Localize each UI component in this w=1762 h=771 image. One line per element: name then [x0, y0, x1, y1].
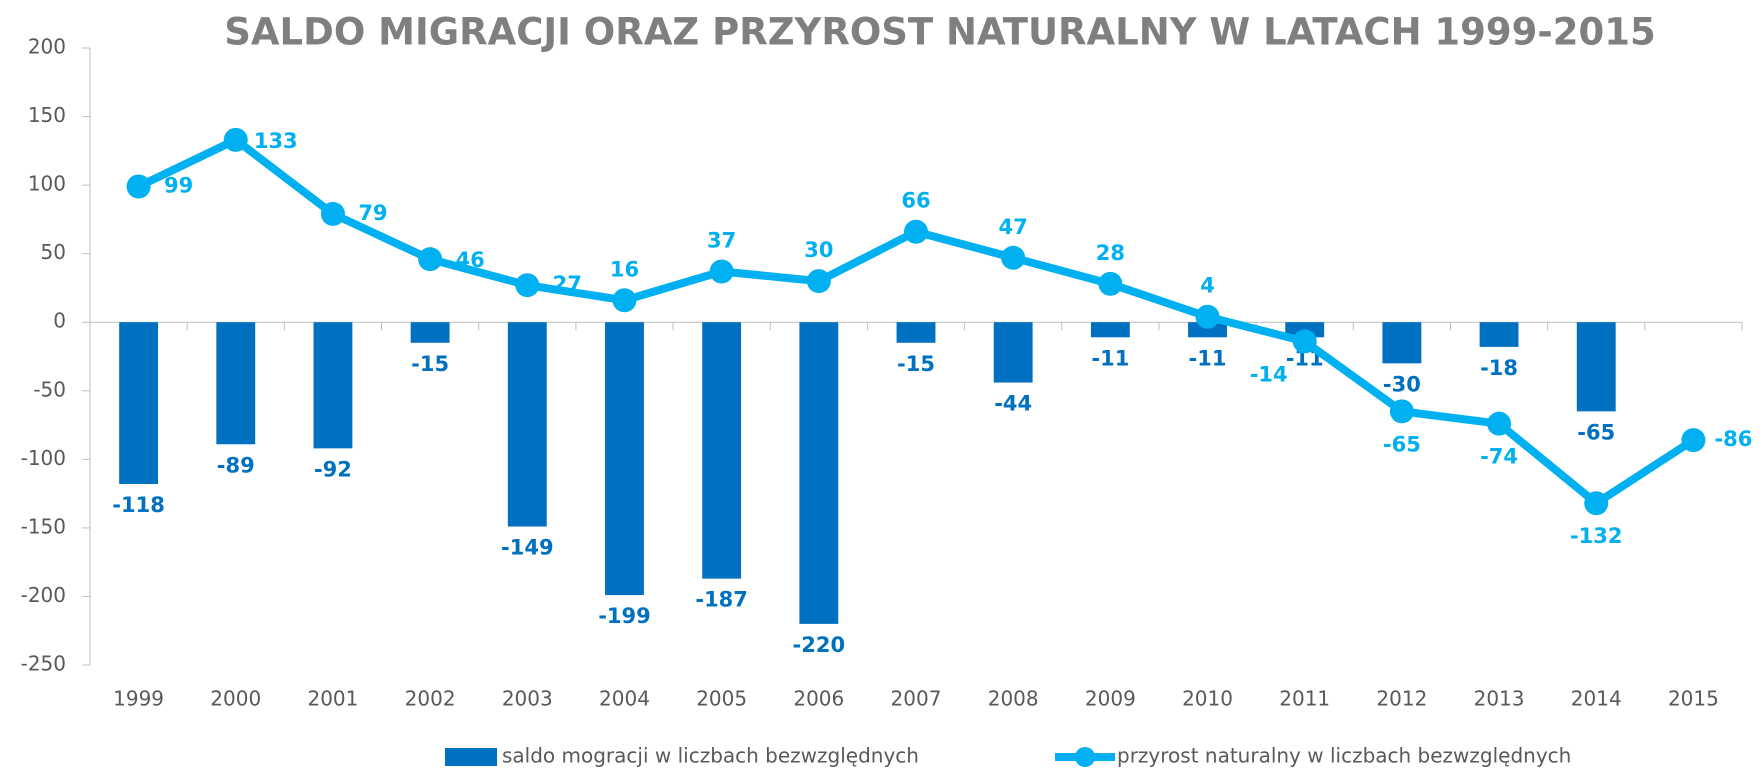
line-point: [904, 219, 928, 244]
bar-label: -92: [314, 457, 352, 481]
line-label: 37: [707, 228, 736, 252]
bar: [1090, 322, 1130, 338]
line-label: -132: [1570, 524, 1623, 548]
line-label: 79: [358, 201, 387, 225]
y-tick-label: 150: [28, 103, 66, 127]
bar-label: -65: [1577, 420, 1615, 444]
bar: [799, 322, 839, 624]
bar-label: -44: [994, 392, 1032, 416]
line-label: 27: [553, 272, 582, 296]
x-tick-label: 2000: [210, 687, 261, 711]
x-tick-label: 2004: [599, 687, 650, 711]
line-label: -86: [1714, 427, 1752, 451]
line-point: [1195, 304, 1220, 329]
bar-label: -89: [217, 453, 255, 477]
line-label: 47: [999, 215, 1028, 239]
line-label: 30: [804, 238, 833, 262]
line-point: [1292, 329, 1317, 354]
bar-label: -118: [112, 493, 165, 517]
bar: [702, 322, 742, 579]
y-tick-label: -150: [21, 514, 66, 538]
line-point: [223, 127, 248, 152]
line-point: [1487, 411, 1512, 436]
x-tick-label: 2015: [1668, 687, 1719, 711]
x-tick-label: 1999: [113, 687, 164, 711]
bar-label: -15: [897, 352, 935, 376]
bar-label: -30: [1383, 372, 1421, 396]
bar-label: -220: [793, 633, 846, 657]
line-point: [1584, 491, 1609, 516]
y-tick-label: 50: [41, 240, 66, 264]
bar: [605, 322, 644, 596]
x-tick-label: 2013: [1474, 687, 1525, 711]
bar: [896, 322, 936, 343]
y-tick-label: 0: [53, 309, 66, 333]
line-label: 16: [610, 257, 639, 281]
bar: [1576, 322, 1616, 412]
y-tick-label: -250: [21, 652, 66, 676]
line-label: 133: [254, 129, 298, 153]
x-tick-label: 2011: [1279, 687, 1330, 711]
line-point: [320, 201, 345, 226]
bar: [993, 322, 1033, 383]
bar-label: -11: [1189, 346, 1227, 370]
line-label: -14: [1250, 362, 1288, 386]
x-tick-label: 2001: [307, 687, 358, 711]
bar-label: -18: [1480, 356, 1518, 380]
line-point: [1389, 399, 1414, 424]
bar: [507, 322, 547, 527]
bar: [216, 322, 256, 445]
bar: [1382, 322, 1422, 364]
legend-label: saldo mogracji w liczbach bezwzględnych: [502, 744, 919, 768]
line-point: [612, 288, 637, 313]
legend-swatch: [445, 748, 497, 766]
line-point: [806, 269, 831, 294]
legend-swatch: [1075, 747, 1095, 767]
line-point: [1098, 271, 1123, 296]
line-point: [126, 174, 151, 199]
line-label: 28: [1096, 241, 1125, 265]
bar-label: -199: [598, 604, 651, 628]
line-label: -74: [1480, 445, 1518, 469]
line-point: [515, 273, 540, 298]
y-tick-label: -50: [33, 377, 66, 401]
x-tick-label: 2012: [1376, 687, 1427, 711]
y-tick-label: 200: [28, 35, 66, 59]
bar: [1188, 322, 1227, 338]
x-tick-label: 2014: [1571, 687, 1622, 711]
chart-title: SALDO MIGRACJI ORAZ PRZYROST NATURALNY W…: [224, 11, 1656, 54]
x-tick-label: 2003: [502, 687, 553, 711]
bar-label: -149: [501, 536, 554, 560]
line-point: [709, 259, 734, 284]
legend-label: przyrost naturalny w liczbach bezwzględn…: [1117, 744, 1571, 768]
bar: [119, 322, 159, 485]
line-label: 4: [1200, 274, 1215, 298]
bar-label: -187: [695, 588, 748, 612]
bar-label: -11: [1091, 346, 1129, 370]
x-tick-label: 2006: [793, 687, 844, 711]
bar-label: -15: [411, 352, 449, 376]
line-label: 99: [164, 173, 193, 197]
x-tick-label: 2009: [1085, 687, 1136, 711]
x-tick-label: 2007: [891, 687, 942, 711]
line-point: [1001, 245, 1026, 270]
x-tick-label: 2005: [696, 687, 747, 711]
line-label: 46: [456, 248, 485, 272]
x-tick-label: 2008: [988, 687, 1039, 711]
y-tick-label: -200: [21, 583, 66, 607]
line-point: [418, 247, 443, 272]
x-tick-label: 2002: [405, 687, 456, 711]
bar: [1479, 322, 1519, 347]
line-point: [1681, 428, 1706, 453]
y-tick-label: 100: [28, 172, 66, 196]
x-tick-label: 2010: [1182, 687, 1233, 711]
line-label: 66: [901, 189, 930, 213]
y-tick-label: -100: [21, 446, 66, 470]
bar: [313, 322, 353, 449]
bar: [410, 322, 450, 343]
line-label: -65: [1383, 432, 1421, 456]
